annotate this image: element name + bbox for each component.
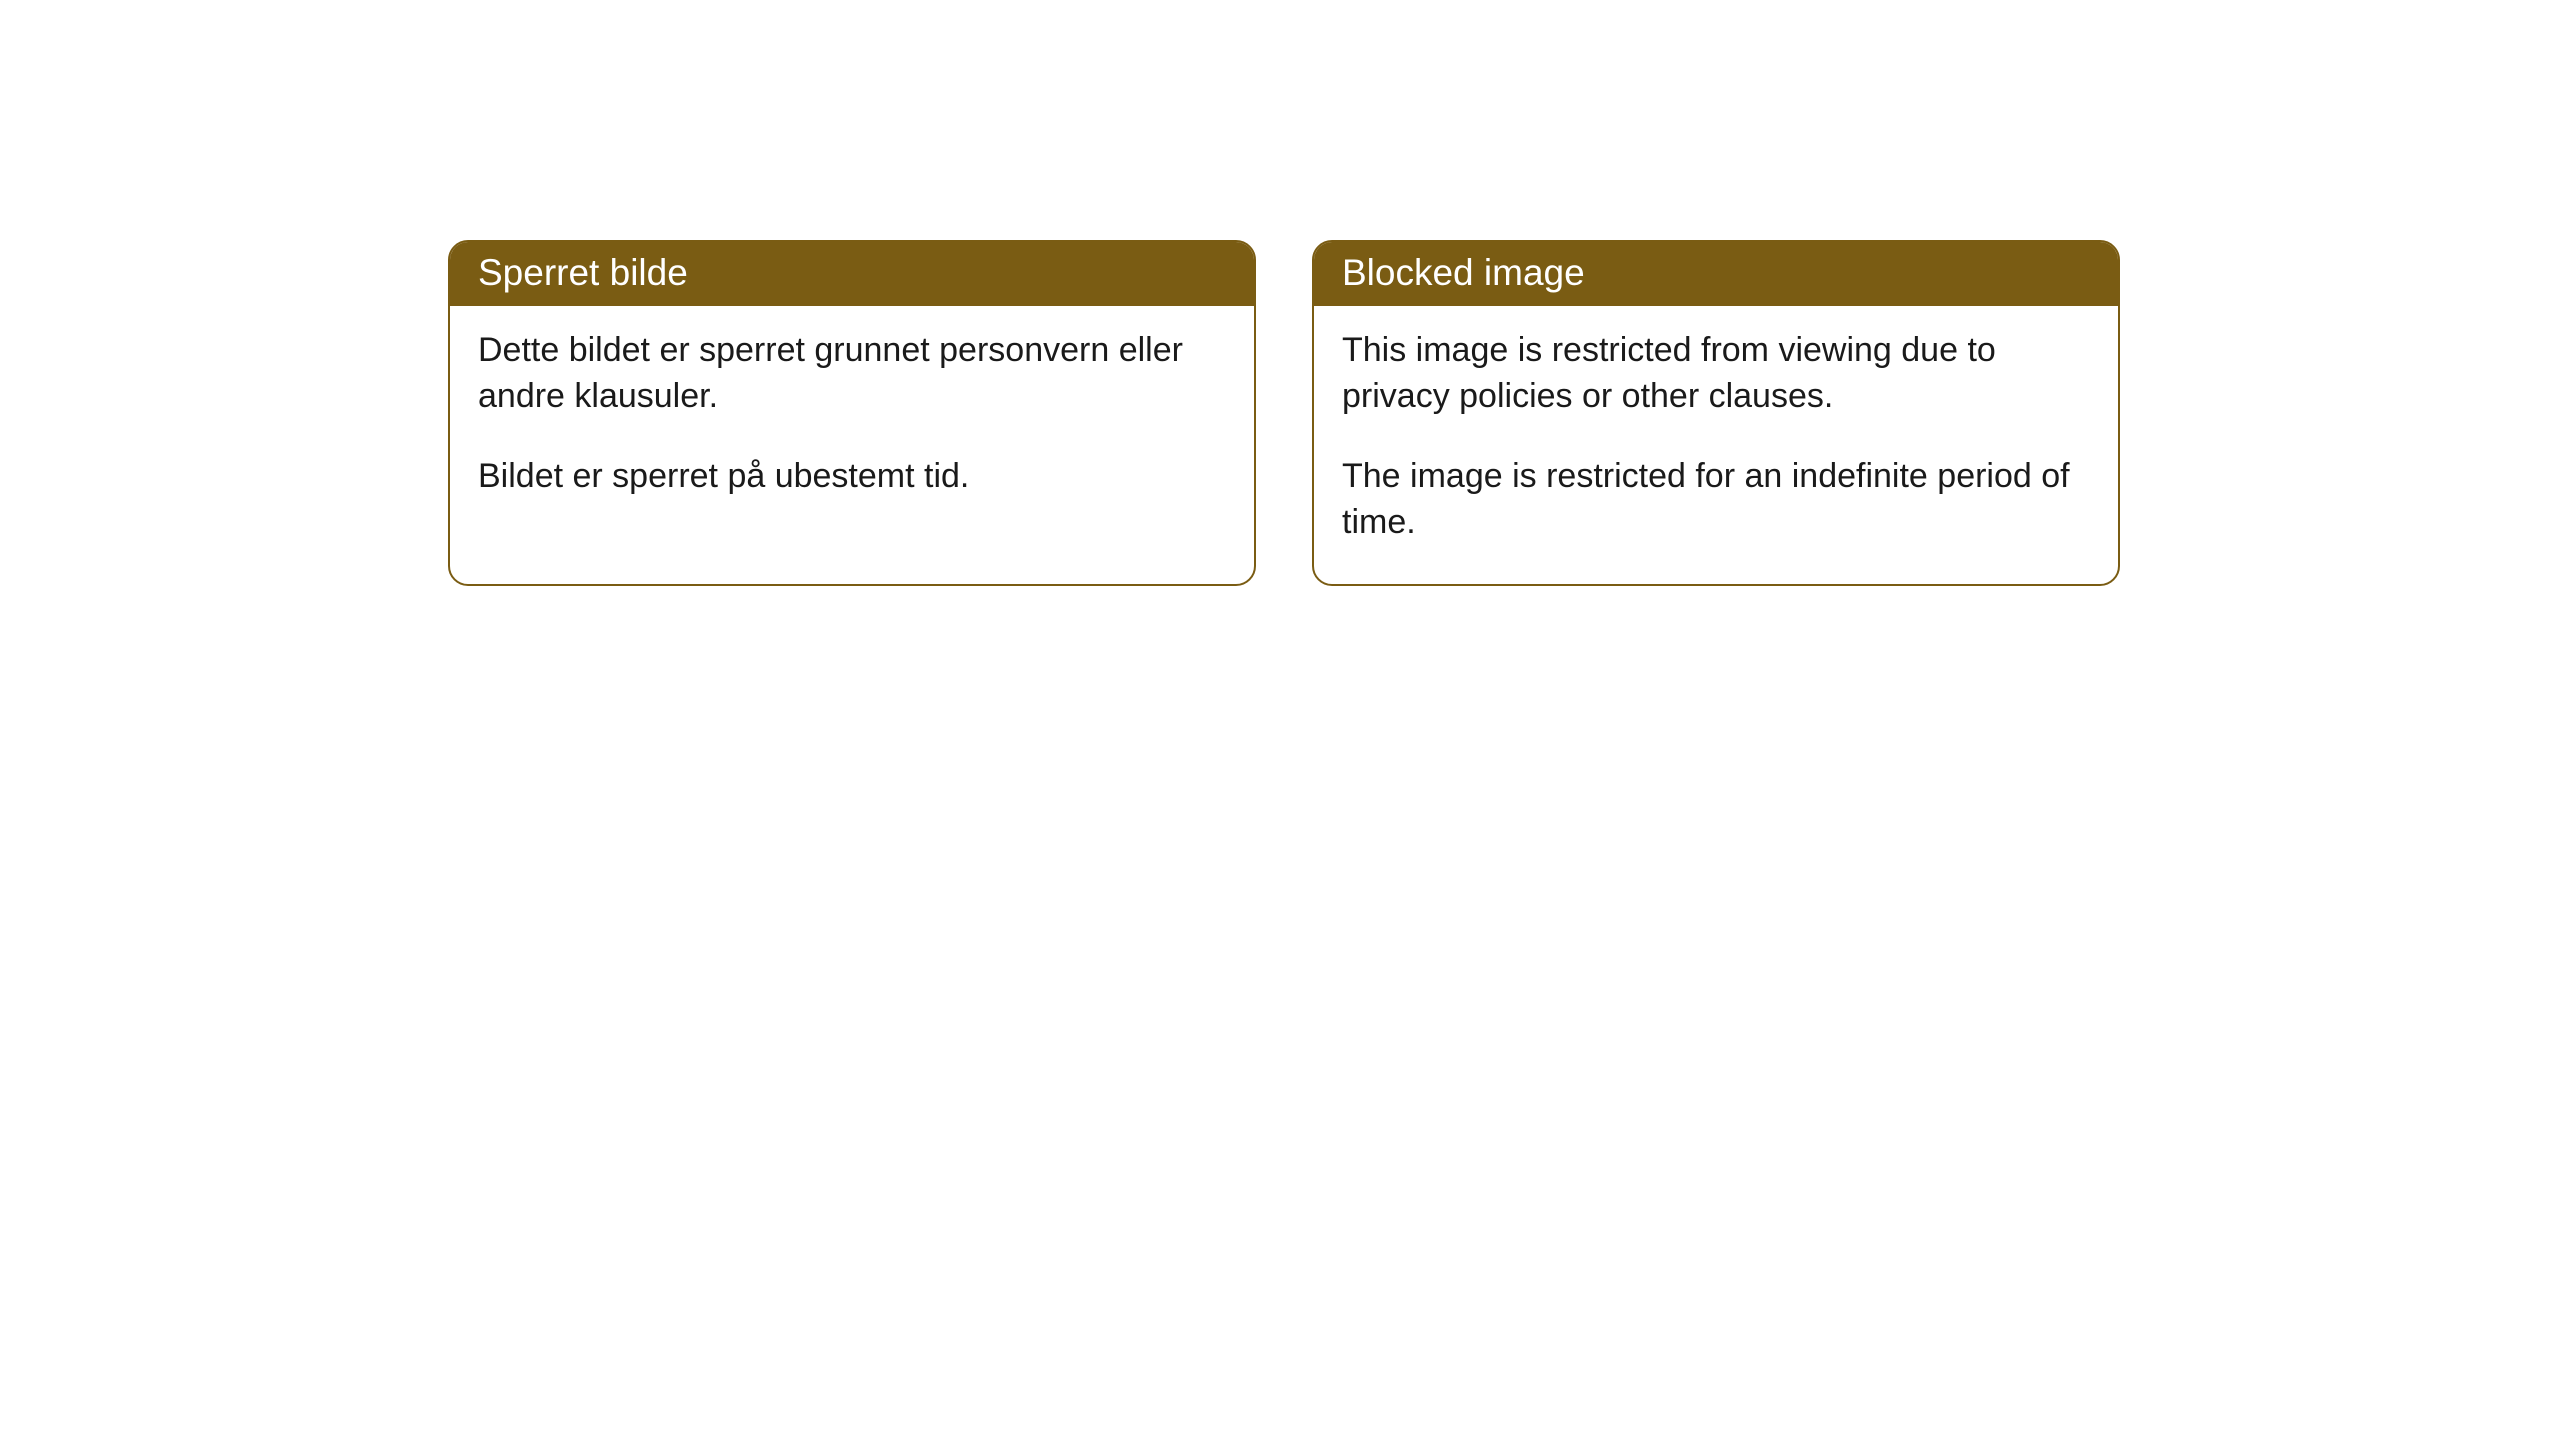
card-body: Dette bildet er sperret grunnet personve… bbox=[450, 306, 1254, 538]
card-body: This image is restricted from viewing du… bbox=[1314, 306, 2118, 584]
notice-container: Sperret bilde Dette bildet er sperret gr… bbox=[0, 0, 2560, 586]
card-text-1: This image is restricted from viewing du… bbox=[1342, 328, 2090, 420]
card-title: Blocked image bbox=[1314, 242, 2118, 306]
notice-card-norwegian: Sperret bilde Dette bildet er sperret gr… bbox=[448, 240, 1256, 586]
card-text-2: Bildet er sperret på ubestemt tid. bbox=[478, 454, 1226, 500]
notice-card-english: Blocked image This image is restricted f… bbox=[1312, 240, 2120, 586]
card-title: Sperret bilde bbox=[450, 242, 1254, 306]
card-text-1: Dette bildet er sperret grunnet personve… bbox=[478, 328, 1226, 420]
card-text-2: The image is restricted for an indefinit… bbox=[1342, 454, 2090, 546]
